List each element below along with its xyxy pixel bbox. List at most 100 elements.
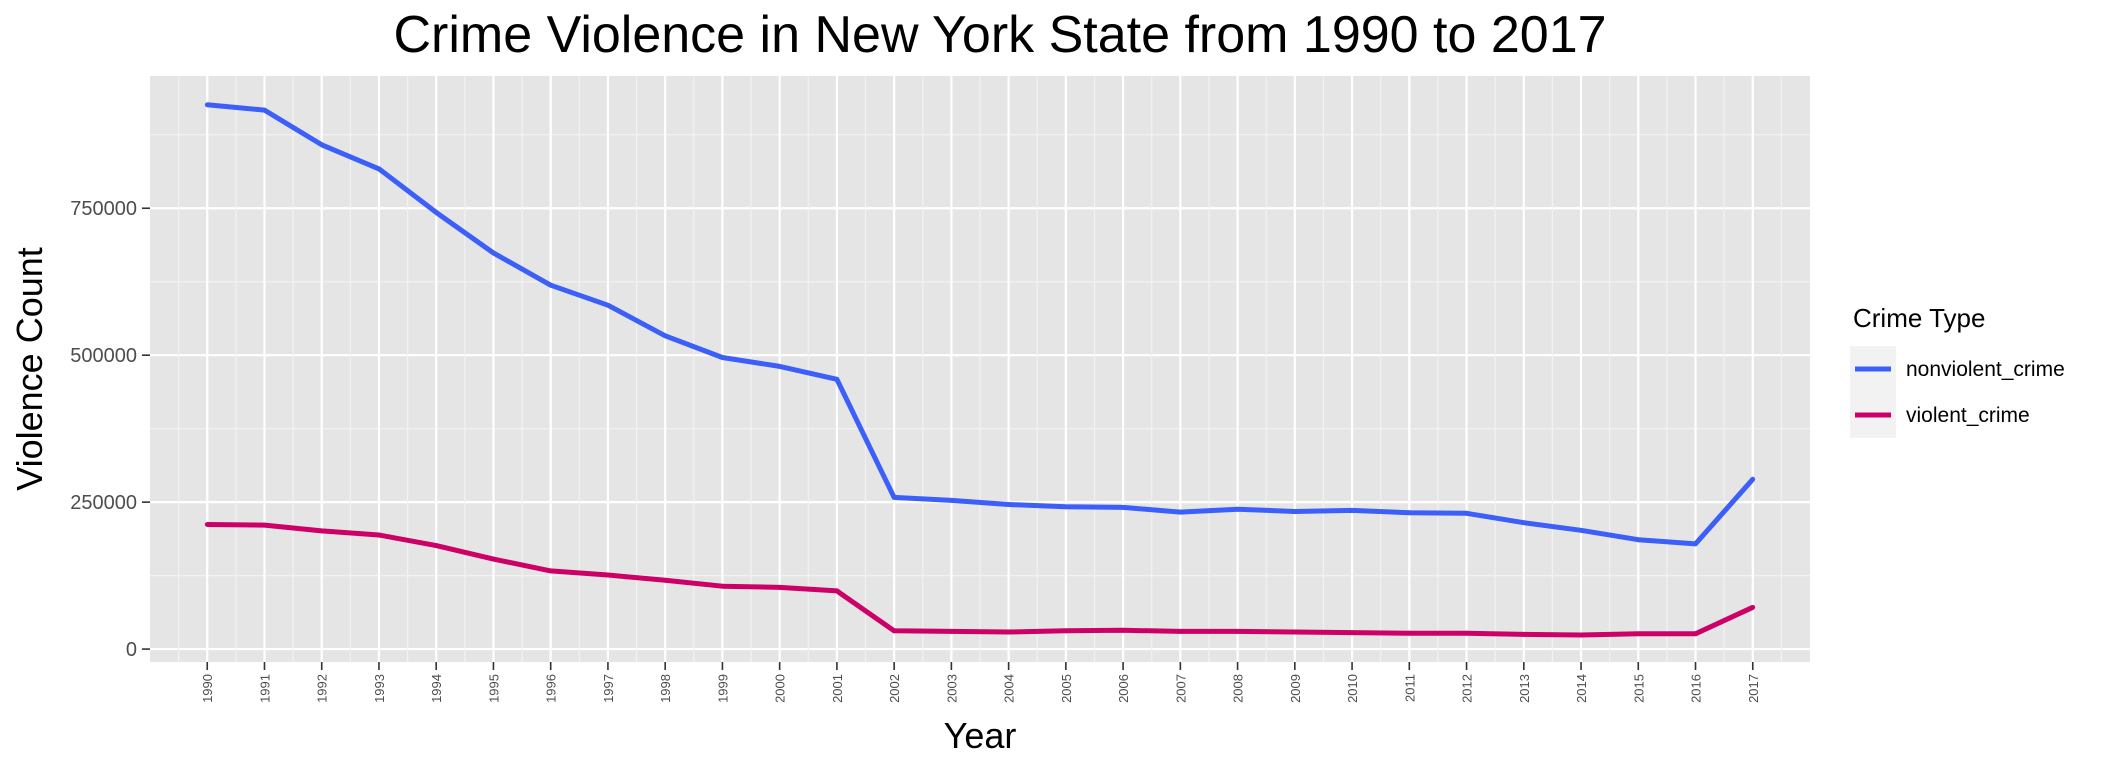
x-tick-label: 2003 [944, 674, 959, 703]
data-point [777, 584, 783, 590]
data-point [319, 528, 325, 534]
x-tick-label: 2010 [1345, 674, 1360, 703]
chart-title: Crime Violence in New York State from 19… [393, 6, 1606, 64]
data-point [834, 376, 840, 382]
data-point [1177, 509, 1183, 515]
x-tick-label: 1996 [544, 674, 559, 703]
data-point [1063, 504, 1069, 510]
data-point [376, 166, 382, 172]
data-point [1635, 537, 1641, 543]
data-point [777, 363, 783, 369]
x-axis-title: Year [944, 715, 1017, 756]
data-point [1063, 628, 1069, 634]
data-point [891, 495, 897, 500]
x-tick-label: 1990 [200, 674, 215, 703]
data-point [1693, 631, 1698, 637]
series-line-violent-crime [207, 522, 1754, 638]
x-tick-label: 1993 [372, 674, 387, 703]
data-point [1406, 510, 1412, 516]
data-point [891, 628, 897, 634]
x-tick-label: 2008 [1231, 674, 1246, 703]
x-tick-label: 1995 [486, 674, 501, 703]
data-point [605, 302, 611, 308]
y-tick-label: 250000 [70, 492, 137, 514]
y-tick-label: 500000 [70, 345, 137, 367]
legend-title: Crime Type [1853, 303, 1985, 333]
x-tick-label: 2002 [887, 674, 902, 703]
x-tick-label: 1992 [315, 674, 330, 703]
data-point [1177, 629, 1183, 634]
x-tick-label: 1994 [429, 674, 444, 703]
x-tick-label: 2014 [1574, 674, 1589, 703]
x-tick-label: 1997 [601, 674, 616, 703]
x-tick-label: 2001 [830, 674, 845, 703]
legend-label: nonviolent_crime [1906, 358, 2065, 381]
data-point [1693, 541, 1698, 547]
data-point [662, 577, 668, 583]
x-tick-label: 2006 [1116, 674, 1131, 703]
data-point [1006, 629, 1012, 635]
data-point [433, 209, 439, 215]
data-point [1349, 507, 1355, 513]
data-point [319, 142, 325, 148]
data-point [491, 250, 496, 256]
data-point [1750, 604, 1756, 610]
data-point [204, 522, 210, 527]
y-axis-title: Violence Count [9, 247, 50, 491]
data-point [1120, 627, 1126, 633]
x-tick-label: 2015 [1631, 674, 1646, 703]
x-tick-label: 2005 [1059, 674, 1074, 703]
data-point [1235, 629, 1240, 634]
data-point [1578, 527, 1584, 533]
y-axis-ticks: 0 250000 500000 750000 [70, 198, 150, 661]
x-tick-label: 2017 [1746, 674, 1761, 703]
series-layer [204, 102, 1756, 638]
data-point [1292, 509, 1298, 514]
data-point [1349, 630, 1355, 636]
y-tick-label: 750000 [70, 198, 137, 220]
data-point [948, 497, 954, 503]
data-point [204, 102, 210, 108]
data-point [1406, 630, 1412, 636]
data-point [948, 629, 954, 634]
data-point [548, 568, 554, 574]
data-point [1521, 631, 1527, 637]
data-point [1464, 510, 1469, 516]
data-point [433, 543, 439, 549]
data-point [1635, 631, 1641, 637]
data-point [1235, 506, 1240, 512]
data-point [605, 572, 611, 578]
x-axis-ticks: 1990 1991 1992 1993 1994 1995 1996 1997 1998 1999… [200, 662, 1761, 703]
data-point [1578, 632, 1584, 638]
data-point [548, 282, 554, 288]
data-point [1464, 630, 1469, 636]
x-tick-label: 2004 [1002, 674, 1017, 703]
x-tick-label: 1998 [658, 674, 673, 703]
y-tick-label: 0 [126, 639, 137, 661]
minor-x-gridlines [178, 76, 1782, 662]
data-point [262, 107, 267, 113]
series-line-nonviolent-crime [206, 102, 1755, 547]
x-tick-label: 2013 [1517, 674, 1532, 703]
major-x-gridlines [206, 76, 1754, 662]
data-point [834, 588, 840, 594]
x-tick-label: 1999 [715, 674, 730, 703]
data-point [1006, 502, 1012, 507]
legend-label: violent_crime [1906, 404, 2030, 427]
x-tick-label: 2012 [1460, 674, 1475, 703]
x-tick-label: 2000 [773, 674, 788, 703]
legend-items: nonviolent_crime violent_crime [1850, 346, 2065, 438]
data-point [376, 532, 382, 538]
data-point [262, 522, 267, 528]
x-tick-label: 2009 [1288, 674, 1303, 703]
x-tick-label: 2016 [1689, 674, 1704, 703]
x-tick-label: 1991 [257, 674, 272, 703]
data-point [720, 355, 725, 360]
data-point [1120, 505, 1126, 510]
legend: Crime Type nonviolent_crime violent_crime [1850, 303, 2065, 438]
data-point [720, 583, 725, 589]
data-point [1292, 629, 1298, 635]
data-point [662, 333, 668, 339]
